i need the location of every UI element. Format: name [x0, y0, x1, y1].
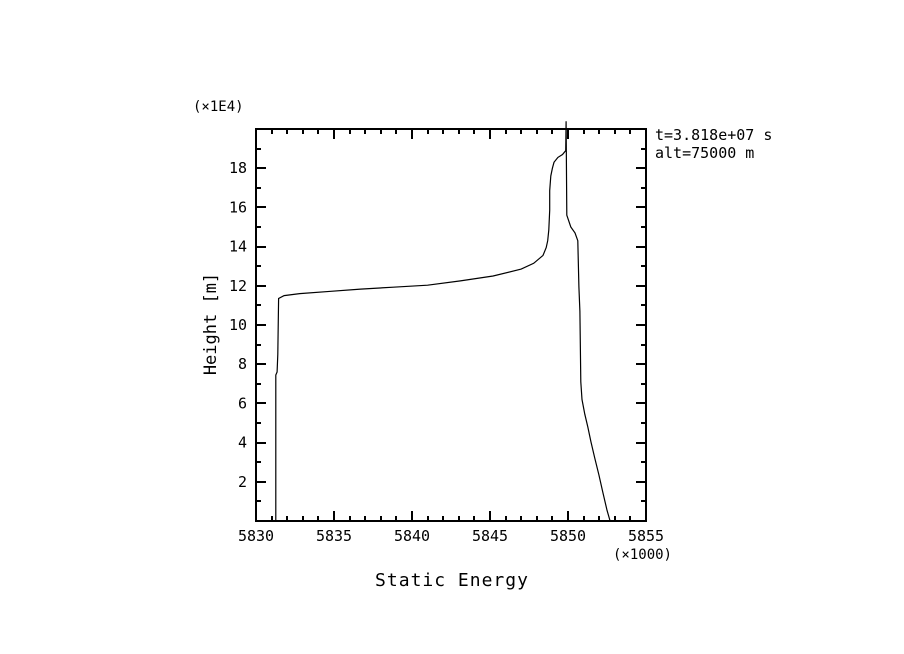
- annotation-time: t=3.818e+07 s: [655, 126, 773, 144]
- y-tick-label: 10: [229, 316, 247, 334]
- x-tick-label: 5855: [628, 527, 664, 545]
- x-tick-label: 5840: [394, 527, 430, 545]
- plot-frame: [255, 128, 647, 522]
- static-energy-profile-curve: [275, 121, 611, 522]
- y-tick-label: 2: [238, 473, 247, 491]
- y-tick-label: 8: [238, 355, 247, 373]
- annotation-altitude: alt=75000 m: [655, 144, 755, 162]
- y-tick-label: 6: [238, 394, 247, 412]
- x-tick-label: 5835: [316, 527, 352, 545]
- y-tick-label: 14: [229, 238, 247, 256]
- x-axis-scale-note: (×1000): [612, 547, 672, 563]
- y-axis-title: Height [m]: [201, 272, 221, 376]
- y-tick-label: 12: [229, 277, 247, 295]
- y-axis-scale-note: (×1E4): [193, 99, 244, 115]
- y-tick-label: 4: [238, 434, 247, 452]
- x-tick-label: 5850: [550, 527, 586, 545]
- y-tick-label: 16: [229, 198, 247, 216]
- x-axis-title: Static Energy: [375, 570, 529, 591]
- y-tick-label: 18: [229, 159, 247, 177]
- x-tick-label: 5830: [238, 527, 274, 545]
- x-tick-label: 5845: [472, 527, 508, 545]
